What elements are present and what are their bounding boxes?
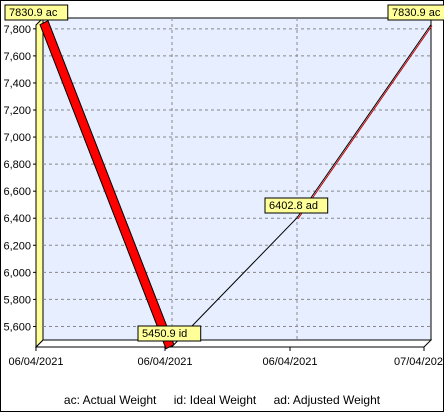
y-tick-label: 6,400 xyxy=(3,213,31,225)
y-tick-label: 5,800 xyxy=(3,294,31,306)
legend-entry-actual-weight: ac: Actual Weight xyxy=(63,393,157,407)
data-callout-box xyxy=(264,197,329,214)
plot-floor xyxy=(34,339,433,348)
data-callout-label: 7830.9 ac xyxy=(392,7,441,19)
y-tick-label: 5,600 xyxy=(3,321,31,333)
y-tick-label: 6,600 xyxy=(3,186,31,198)
x-tick-label: 06/04/2021 xyxy=(137,356,192,368)
x-tick-label: 06/04/2021 xyxy=(262,356,317,368)
plot-left-wall xyxy=(35,16,44,349)
data-callout-box xyxy=(137,325,202,342)
data-callout-box xyxy=(4,4,69,21)
x-tick-label: 07/04/2021 xyxy=(394,356,444,368)
y-tick-label: 7,400 xyxy=(3,78,31,90)
y-tick-label: 6,800 xyxy=(3,159,31,171)
series-adjusted-weight xyxy=(171,24,432,347)
series-adjusted-weight-shadow xyxy=(297,25,433,220)
data-callout-label: 7830.9 ac xyxy=(9,7,58,19)
x-tick-label: 06/04/2021 xyxy=(8,356,63,368)
data-callout-label: 6402.8 ad xyxy=(269,200,318,212)
y-tick-label: 6,000 xyxy=(3,267,31,279)
data-callout-box xyxy=(387,4,444,21)
chart-legend: ac: Actual Weight id: Ideal Weight ad: A… xyxy=(0,393,444,407)
y-tick-label: 6,200 xyxy=(3,240,31,252)
legend-entry-adjusted-weight: ad: Adjusted Weight xyxy=(273,393,381,407)
data-callout-label: 5450.9 id xyxy=(142,328,187,340)
y-tick-label: 7,000 xyxy=(3,132,31,144)
legend-entry-ideal-weight: id: Ideal Weight xyxy=(173,393,257,407)
y-tick-label: 7,800 xyxy=(3,24,31,36)
y-tick-label: 7,600 xyxy=(3,51,31,63)
y-tick-label: 7,200 xyxy=(3,105,31,117)
